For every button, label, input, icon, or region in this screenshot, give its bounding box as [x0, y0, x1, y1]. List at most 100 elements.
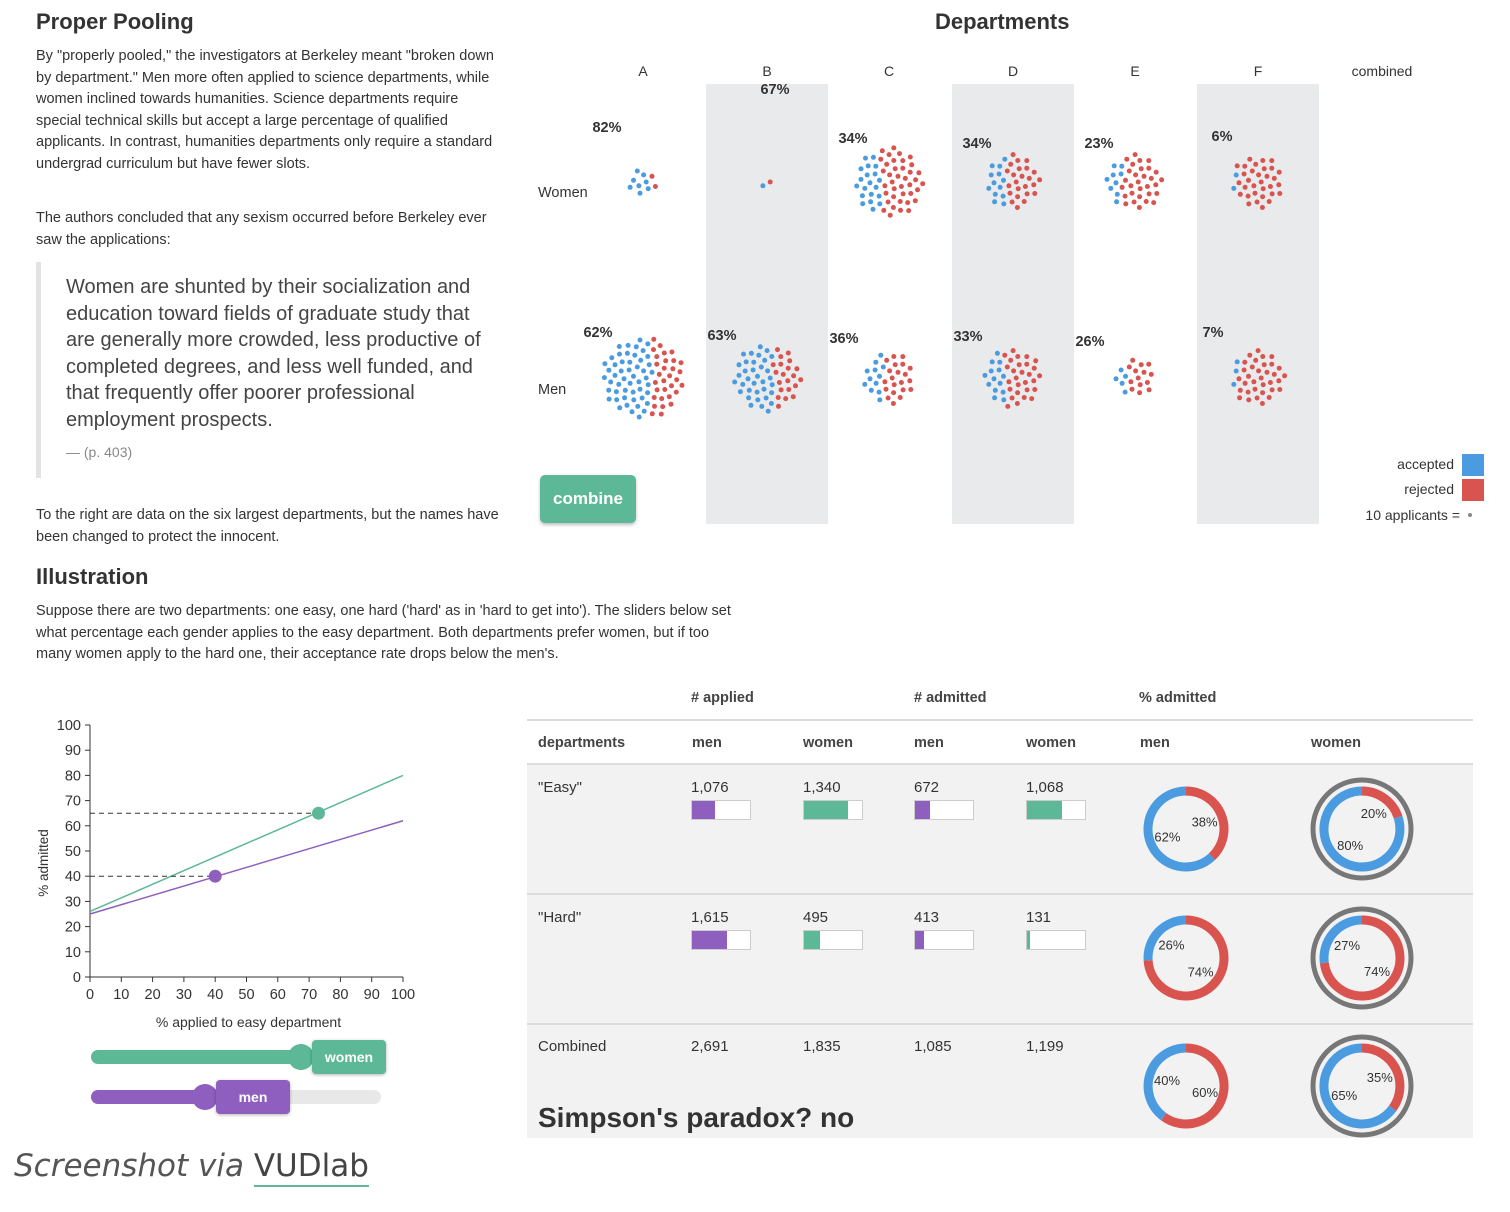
applicant-dot	[1148, 371, 1154, 377]
applicant-dot	[1249, 364, 1255, 370]
applicant-dot	[868, 199, 874, 205]
applicant-dot	[617, 405, 623, 411]
applicant-dot	[631, 177, 636, 183]
applicant-dot	[1252, 386, 1258, 392]
applicant-dot	[634, 168, 640, 174]
applicant-dot	[876, 389, 882, 395]
applicant-dot	[661, 365, 667, 371]
applicant-dot	[614, 397, 620, 403]
applicant-dot	[870, 154, 876, 160]
men-acceptance-pct: 33%	[953, 329, 982, 345]
men-dept-A-dots	[601, 336, 685, 420]
applicant-dot	[1118, 367, 1124, 373]
applicant-dot	[636, 183, 642, 189]
applicant-dot	[907, 378, 913, 384]
applicant-dot	[891, 186, 897, 192]
combined-admitted-women: 1,199	[1026, 1038, 1064, 1055]
applicant-dot	[1029, 396, 1035, 402]
applicant-dot	[912, 198, 918, 204]
applicant-dot	[862, 185, 868, 191]
applicant-dot	[920, 181, 926, 187]
applicant-dot	[992, 387, 998, 393]
x-tick-label: 100	[391, 987, 415, 1003]
applicant-dot	[663, 358, 669, 364]
x-axis-label: % applied to easy department	[156, 1014, 341, 1030]
dept-column-label: E	[1130, 63, 1139, 79]
applicant-dot	[885, 199, 891, 205]
caption-prefix: Screenshot via	[14, 1148, 254, 1184]
applicant-dot	[881, 207, 887, 213]
men-slider-label[interactable]: men	[216, 1080, 290, 1114]
applicant-dot	[882, 183, 888, 189]
applicant-dot	[641, 368, 647, 374]
vudlab-link[interactable]: VUDlab	[253, 1148, 369, 1187]
applicant-dot	[1008, 357, 1014, 363]
hard-applied-men: 1,615	[691, 909, 729, 926]
applicant-dot	[1123, 177, 1128, 183]
applicant-dot	[1024, 354, 1030, 360]
applicant-dot	[1247, 156, 1253, 162]
row-label-women: Women	[538, 185, 588, 201]
applicant-dot	[612, 362, 618, 368]
applicant-dot	[765, 368, 771, 374]
y-tick-label: 10	[65, 945, 81, 961]
applicant-dot	[1004, 364, 1010, 370]
applicant-dot	[1242, 184, 1248, 190]
women-acceptance-pct: 67%	[760, 82, 789, 98]
women-slider-knob[interactable]	[288, 1044, 314, 1070]
applicant-dot	[641, 172, 647, 178]
women-slider-label[interactable]: women	[312, 1040, 386, 1074]
applicant-dot	[736, 362, 742, 368]
applicant-dot	[1001, 397, 1007, 403]
applicant-dot	[996, 367, 1002, 373]
applicant-dot	[612, 372, 618, 378]
applicant-dot	[657, 343, 663, 349]
applicant-dot	[609, 355, 615, 361]
hard-applied-women: 495	[803, 909, 829, 926]
men-slider-knob[interactable]	[192, 1084, 218, 1110]
applicant-dot	[754, 389, 760, 395]
applicant-dot	[741, 351, 746, 357]
applicant-dot	[1135, 179, 1141, 185]
applicant-dot	[906, 208, 912, 214]
applicant-dot	[1138, 362, 1144, 368]
applicant-dot	[651, 395, 657, 400]
applicant-dot	[1261, 166, 1267, 172]
applicant-dot	[1260, 194, 1266, 200]
group-header-pct-admitted: % admitted	[1139, 690, 1217, 706]
applicant-dot	[1237, 191, 1243, 197]
men-dept-E-dots	[1113, 357, 1154, 396]
applicant-dot	[1000, 193, 1006, 199]
applicant-dot	[1001, 201, 1007, 207]
applicant-dot	[1119, 380, 1125, 386]
applicant-dot	[887, 172, 893, 178]
applicant-dot	[1267, 184, 1273, 189]
combine-button[interactable]: combine	[540, 475, 636, 523]
applicant-dot	[1258, 375, 1264, 381]
applicant-dot	[1111, 163, 1117, 169]
applicant-dot	[859, 193, 865, 199]
applicant-dot	[769, 354, 775, 359]
applicant-dot	[1002, 352, 1008, 358]
applicant-dot	[858, 176, 864, 182]
applicant-dot	[1137, 390, 1143, 396]
applicant-dot	[637, 386, 643, 392]
applicant-dot	[1137, 158, 1143, 163]
applicant-dot	[908, 191, 914, 196]
applicant-dot	[742, 368, 748, 374]
applicant-dot	[1015, 354, 1021, 359]
applicant-dot	[769, 382, 775, 388]
applicant-dot	[873, 184, 879, 190]
applicant-dot	[867, 180, 873, 186]
applicant-dot	[776, 380, 782, 385]
applicant-dot	[1245, 193, 1251, 199]
applicant-dot	[1008, 161, 1014, 167]
applicant-dot	[645, 390, 651, 396]
applicant-dot	[1124, 156, 1130, 162]
applicant-dot	[661, 350, 667, 356]
applicant-dot	[1016, 362, 1022, 368]
applicant-dot	[877, 201, 883, 207]
applicant-dot	[1277, 191, 1283, 196]
applicant-dot	[992, 199, 998, 205]
applicant-dot	[1266, 395, 1272, 400]
